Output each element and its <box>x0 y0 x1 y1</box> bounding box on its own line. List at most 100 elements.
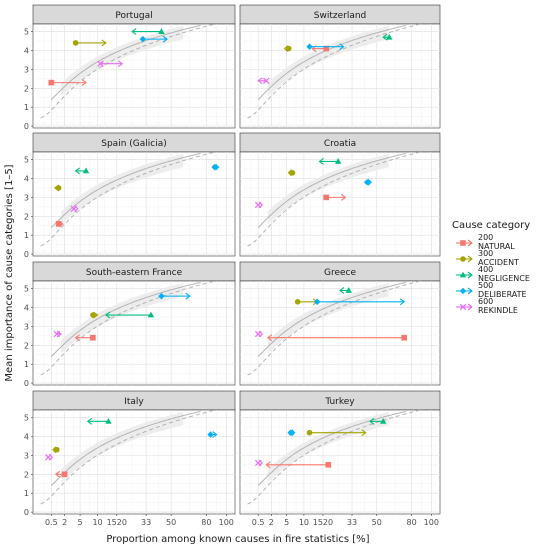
x-tick-label: 100 <box>219 518 234 527</box>
shift-arrow-natural-head <box>266 334 273 342</box>
shift-arrow-accident <box>309 429 367 437</box>
shift-arrow-negligence <box>369 417 384 425</box>
data-point-natural <box>323 45 330 52</box>
shift-arrow-negligence-head <box>369 417 375 425</box>
confidence-band <box>61 282 184 354</box>
fit-curve <box>257 24 406 100</box>
shift-arrow-deliberate <box>367 178 372 186</box>
panel-3: Croatia <box>239 132 441 257</box>
legend-key-arrow-head <box>467 287 473 295</box>
x-tick-label: 0.5 <box>252 518 265 527</box>
shift-arrow-natural <box>74 334 93 342</box>
data-point-rekindle <box>254 201 262 209</box>
shift-arrow-accident <box>75 39 107 47</box>
y-tick-label: 3 <box>24 322 29 331</box>
y-tick-label: 5 <box>24 28 29 37</box>
shift-arrow-deliberate <box>317 298 406 306</box>
x-tick-label: 2 <box>269 518 274 527</box>
legend-key-marker <box>459 287 467 295</box>
data-point-rekindle <box>53 330 61 338</box>
panel-title: Croatia <box>324 139 356 149</box>
shift-arrow-natural <box>51 79 87 87</box>
shift-arrow-natural-head <box>341 193 347 201</box>
data-point-accident <box>306 429 313 436</box>
shift-arrow-deliberate-head <box>162 35 168 43</box>
data-point-deliberate <box>139 35 147 43</box>
shift-arrow-rekindle <box>100 60 124 68</box>
y-tick-label: 5 <box>24 156 29 165</box>
fit-curve <box>257 281 406 357</box>
data-point-accident <box>72 40 79 46</box>
confidence-band <box>61 25 184 97</box>
data-point-natural <box>401 334 407 341</box>
fit-curve <box>257 410 406 486</box>
panel-background <box>32 280 236 386</box>
shift-arrow-negligence <box>86 417 109 425</box>
y-tick-label: 4 <box>24 46 29 55</box>
panel-title: Greece <box>324 268 356 278</box>
legend-label-name: NEGLIGENCE <box>478 274 530 283</box>
data-point-negligence <box>82 167 90 174</box>
legend-key-arrow-head <box>467 271 473 279</box>
data-point-accident <box>54 446 60 453</box>
panel-5: Greece <box>239 261 441 386</box>
shift-arrow-natural-head <box>54 470 61 478</box>
legend-key-arrow-head <box>467 239 473 247</box>
legend-label-code: 600 <box>478 297 493 306</box>
panel-title: South-eastern France <box>86 268 183 278</box>
confidence-band <box>61 153 184 225</box>
legend-label-name: DELIBERATE <box>478 290 527 299</box>
legend: Cause category 200NATURAL300ACCIDENT400N… <box>452 220 530 315</box>
y-tick-label: 0 <box>24 250 29 259</box>
y-tick-label: 2 <box>24 470 29 479</box>
shift-arrow-negligence-head <box>318 158 324 165</box>
data-point-rekindle <box>97 60 104 67</box>
shift-arrow-negligence-head <box>382 33 388 41</box>
y-tick-label: 3 <box>24 193 29 202</box>
data-point-negligence <box>147 311 155 318</box>
panel-background <box>32 23 236 129</box>
data-point-natural <box>90 334 96 341</box>
panel-title: Switzerland <box>314 11 367 21</box>
shift-arrow-deliberate-head <box>212 431 218 439</box>
y-tick-label: 2 <box>24 341 29 350</box>
shift-arrow-natural <box>266 334 405 342</box>
shift-arrow-accident-head <box>287 169 292 177</box>
shift-arrow-accident <box>52 446 57 454</box>
x-tick-label: 80 <box>201 518 211 527</box>
panel-6: Italy 0 1 2 3 4 5 0.5 2 5 10 1520 33 50 80 100 <box>24 390 236 527</box>
shift-arrow-natural-head <box>81 79 87 87</box>
legend-key-marker <box>460 240 466 246</box>
shift-arrow-deliberate-head <box>367 178 372 186</box>
fit-curve-dashed <box>247 280 420 376</box>
data-point-rekindle <box>254 459 262 467</box>
panel-background <box>239 23 441 129</box>
fit-curve-dashed <box>40 23 215 119</box>
data-point-rekindle <box>254 330 262 338</box>
fit-curve <box>50 410 201 486</box>
data-point-rekindle <box>45 454 52 461</box>
data-point-accident <box>289 170 296 176</box>
x-tick-label: 33 <box>347 518 357 527</box>
panel-title: Italy <box>124 397 144 407</box>
shift-arrow-accident-head <box>93 311 99 319</box>
y-tick-label: 4 <box>24 303 29 312</box>
legend-key-marker <box>459 303 467 311</box>
data-point-natural <box>61 471 68 478</box>
data-point-accident <box>90 312 96 318</box>
panels: Portugal 0 1 2 3 4 5 Switzerland Spain (Galicia)… <box>24 4 441 527</box>
data-point-negligence <box>345 287 352 293</box>
y-tick-label: 4 <box>24 174 29 183</box>
y-tick-label: 4 <box>24 432 29 441</box>
data-point-accident <box>294 299 301 305</box>
data-point-natural <box>55 221 62 227</box>
y-tick-label: 1 <box>24 103 29 112</box>
fit-curve-dashed <box>247 23 420 119</box>
shift-arrow-negligence <box>131 28 162 36</box>
shift-arrow-deliberate-head <box>399 298 406 306</box>
legend-key-arrow-head <box>467 255 473 263</box>
data-point-deliberate <box>158 292 165 300</box>
y-axis-title: Mean importance of cause categories [1–5… <box>4 164 15 381</box>
confidence-band <box>267 282 389 354</box>
